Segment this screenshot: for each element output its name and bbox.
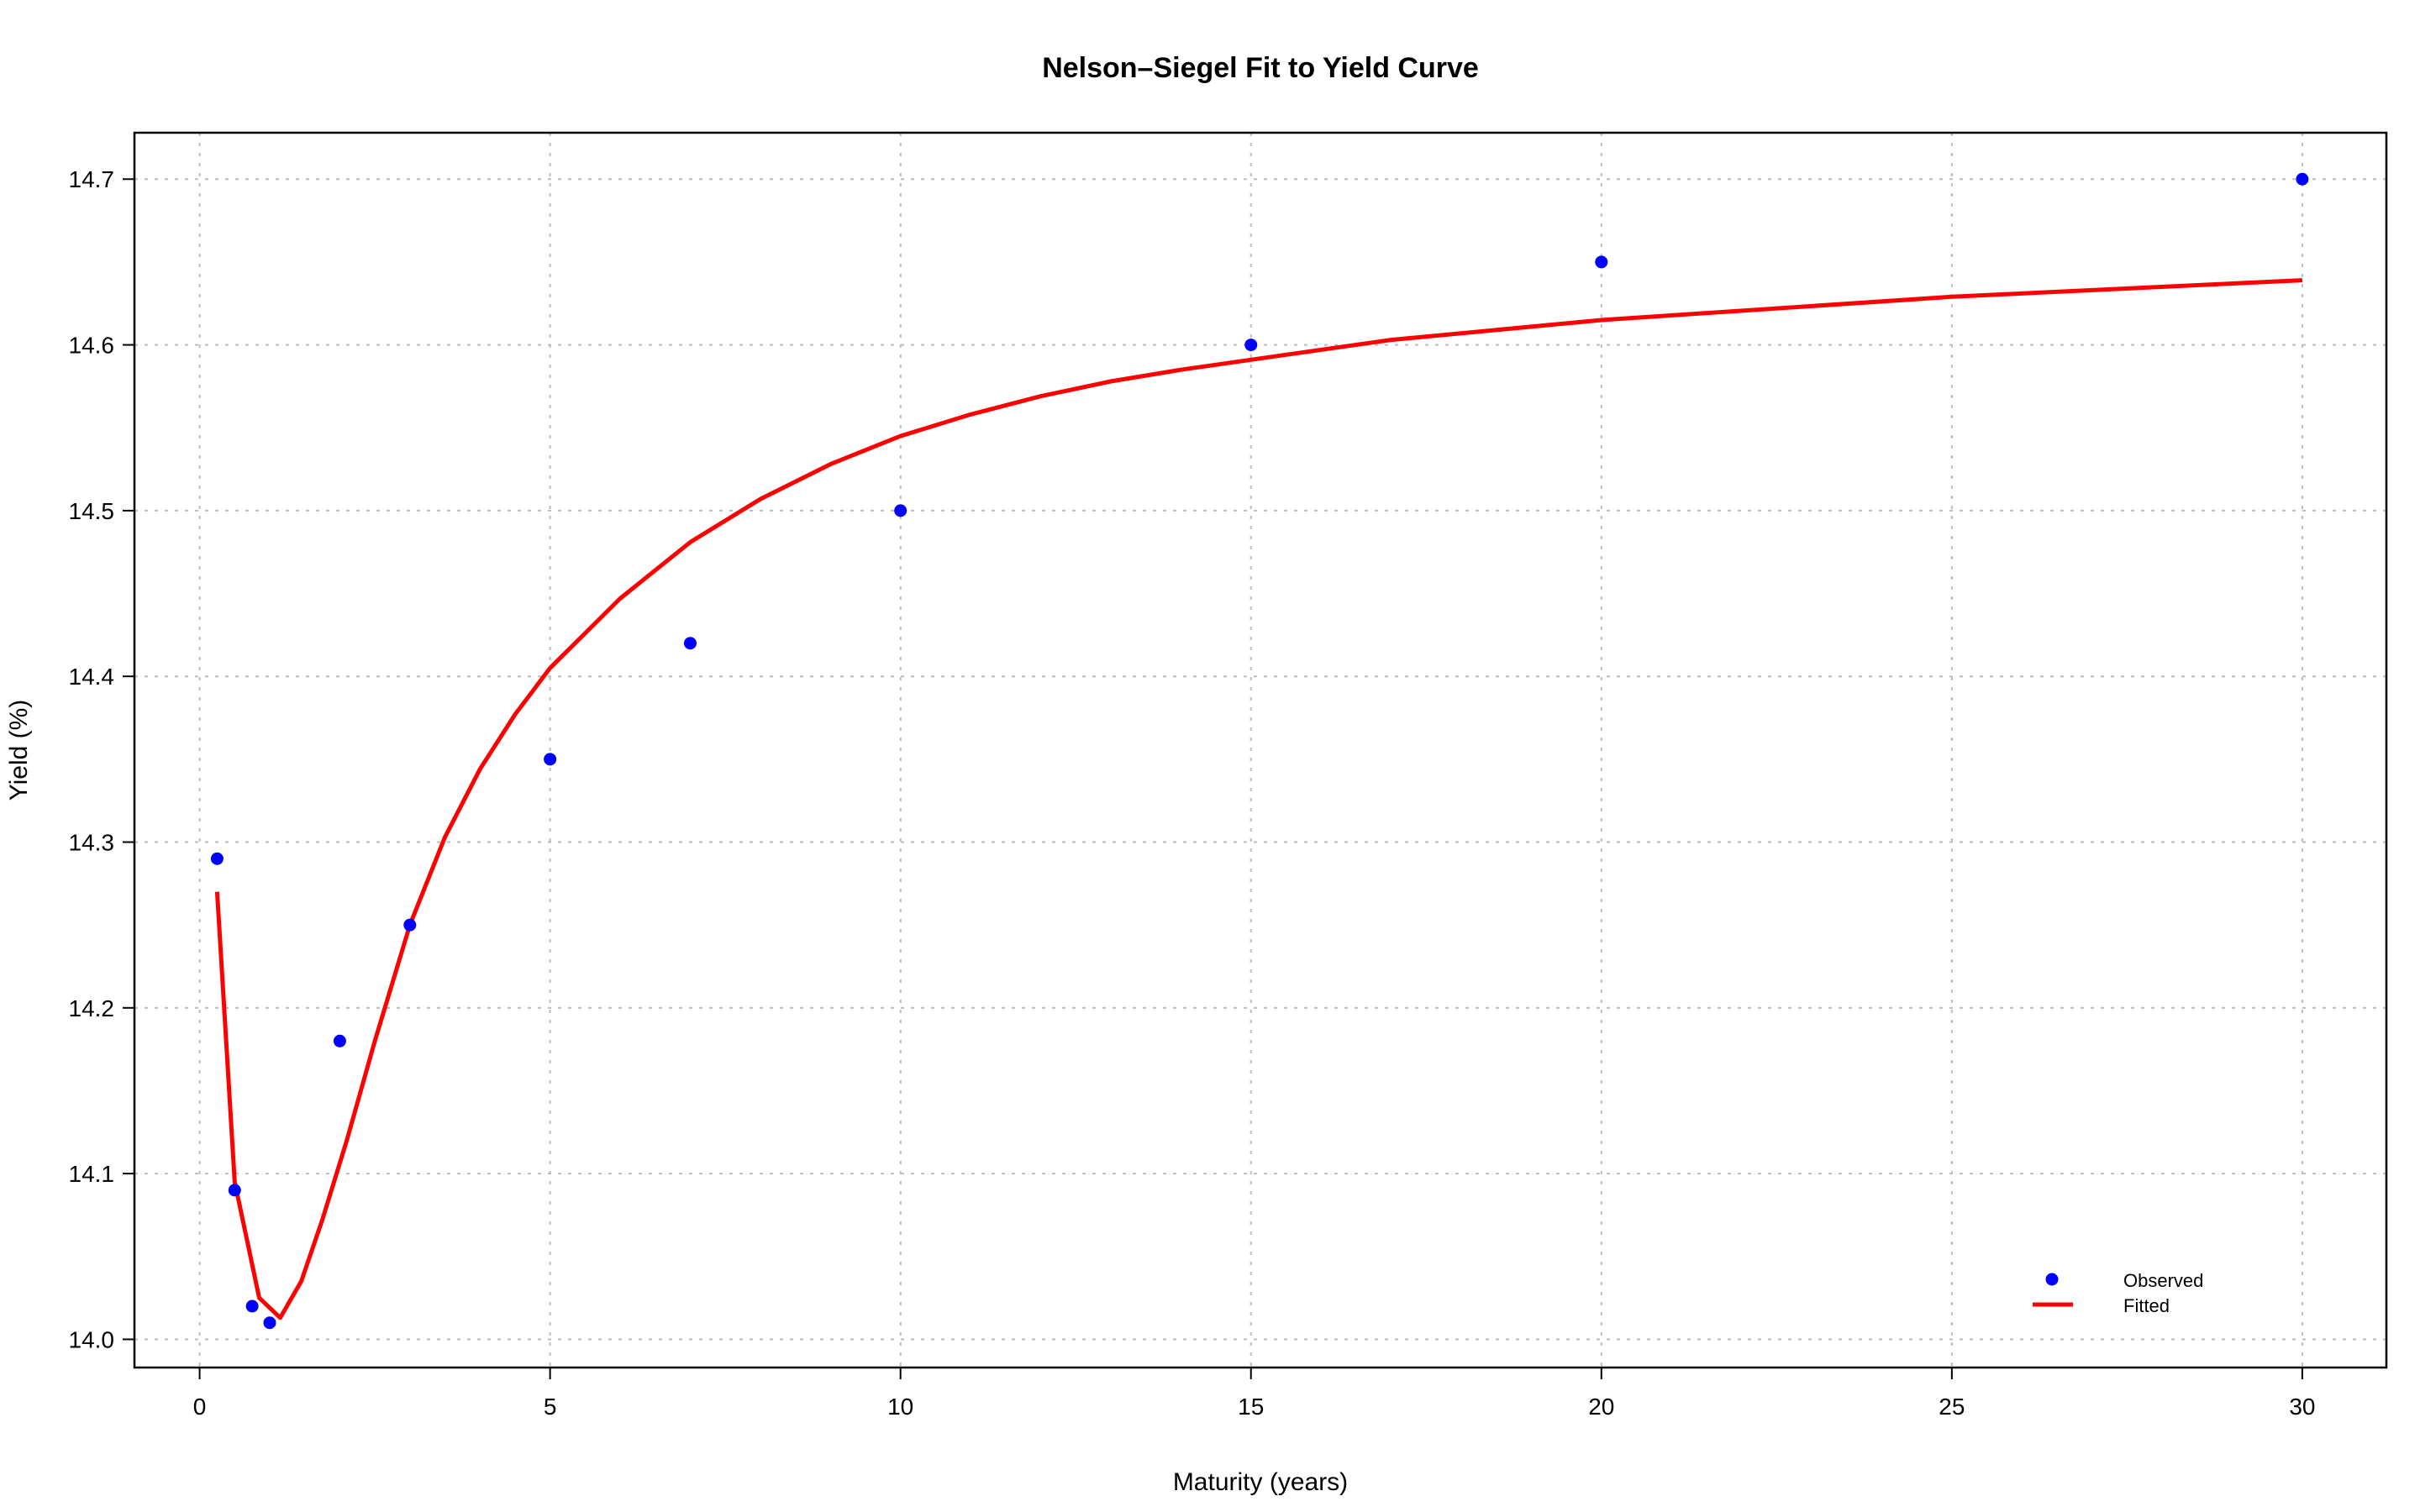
observed-point xyxy=(544,753,557,766)
x-tick-label: 5 xyxy=(544,1394,557,1420)
observed-point xyxy=(1595,255,1608,269)
fitted-curve-line xyxy=(214,278,2303,1320)
y-tick-label: 14.1 xyxy=(69,1161,115,1187)
legend-observed-marker xyxy=(2045,1273,2059,1286)
observed-point xyxy=(683,637,697,650)
observed-point xyxy=(403,918,417,932)
observed-point xyxy=(245,1299,259,1313)
observed-point xyxy=(894,504,908,517)
x-tick-label: 30 xyxy=(2289,1394,2315,1420)
chart-title: Nelson–Siegel Fit to Yield Curve xyxy=(1042,52,1479,84)
x-axis-label: Maturity (years) xyxy=(1173,1468,1348,1496)
y-tick-label: 14.2 xyxy=(69,995,115,1021)
plot-frame xyxy=(133,131,2388,1369)
observed-point xyxy=(210,852,224,865)
y-tick-label: 14.4 xyxy=(69,664,115,690)
fitted-series xyxy=(214,278,2303,1320)
x-tick-label: 15 xyxy=(1238,1394,1264,1420)
observed-point xyxy=(333,1034,346,1047)
x-tick-label: 20 xyxy=(1588,1394,1614,1420)
y-axis: 14.0 14.1 14.2 14.3 14.4 14.5 14.6 14.7 xyxy=(69,166,134,1352)
y-tick-label: 14.6 xyxy=(69,333,115,359)
observed-series xyxy=(210,172,2309,1330)
legend-fitted-label: Fitted xyxy=(2123,1295,2170,1316)
observed-point xyxy=(2296,172,2309,186)
x-tick-label: 10 xyxy=(887,1394,913,1420)
y-tick-label: 14.0 xyxy=(69,1326,115,1352)
y-tick-label: 14.5 xyxy=(69,498,115,524)
x-tick-label: 0 xyxy=(193,1394,207,1420)
y-tick-label: 14.7 xyxy=(69,166,115,192)
observed-point xyxy=(263,1316,276,1330)
legend-observed-label: Observed xyxy=(2123,1270,2203,1291)
x-tick-label: 25 xyxy=(1939,1394,1965,1420)
y-tick-label: 14.3 xyxy=(69,830,115,856)
x-axis: 0 5 10 15 20 25 30 xyxy=(193,1368,2315,1420)
observed-point xyxy=(228,1184,241,1197)
y-axis-label: Yield (%) xyxy=(5,700,33,801)
legend: Observed Fitted xyxy=(2033,1270,2203,1316)
observed-point xyxy=(1244,339,1258,352)
grid-lines xyxy=(134,133,2386,1368)
